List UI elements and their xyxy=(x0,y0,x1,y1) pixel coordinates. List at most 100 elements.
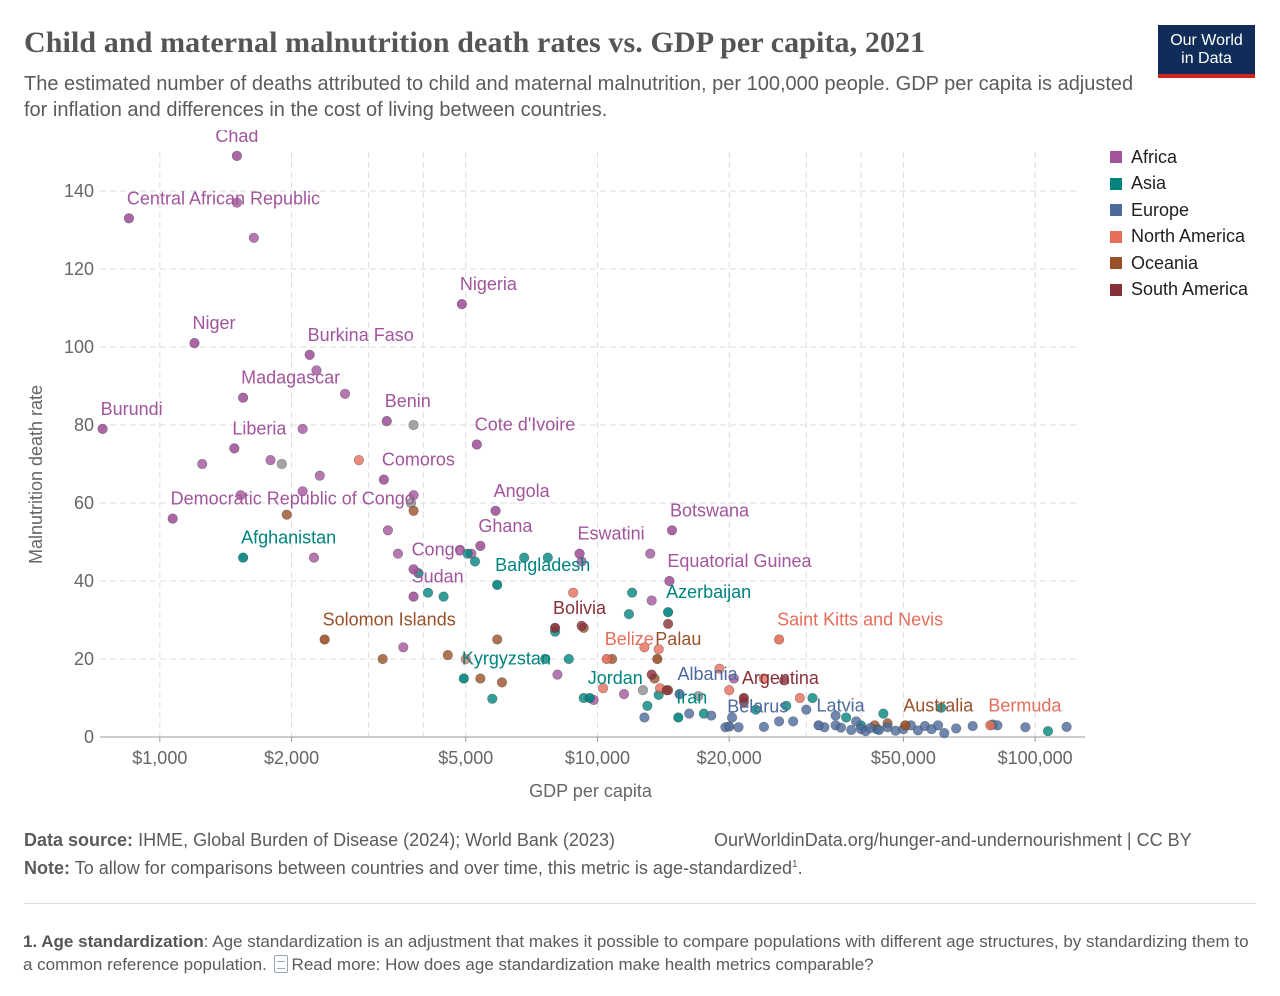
legend-swatch-north-america xyxy=(1110,230,1122,243)
labeled-point xyxy=(408,591,419,602)
chart-title: Child and maternal malnutrition death ra… xyxy=(24,26,926,59)
legend-swatch-europe xyxy=(1110,204,1122,217)
data-point-africa xyxy=(645,548,656,559)
legend-item-europe[interactable]: Europe xyxy=(1110,197,1248,224)
data-point-north-america xyxy=(794,692,805,704)
labeled-point xyxy=(724,721,735,732)
point-label: Solomon Islands xyxy=(323,610,456,630)
data-point-africa xyxy=(454,544,466,555)
read-more-link[interactable]: Read more: How does age standardization … xyxy=(291,955,874,974)
legend-item-north-america[interactable]: North America xyxy=(1110,224,1248,251)
data-point-africa xyxy=(392,548,404,559)
labeled-point xyxy=(773,634,785,645)
legend-swatch-asia xyxy=(1110,177,1122,190)
labeled-point xyxy=(319,634,330,645)
legend-item-oceania[interactable]: Oceania xyxy=(1110,250,1248,277)
data-point-other xyxy=(408,419,419,431)
y-tick-label: 80 xyxy=(74,415,94,435)
data-point-south-america xyxy=(779,675,790,686)
data-point-asia xyxy=(750,704,761,715)
point-label: Madagascar xyxy=(241,368,340,388)
legend-swatch-south-america xyxy=(1110,283,1122,296)
data-point-asia xyxy=(841,712,852,723)
y-tick-label: 0 xyxy=(84,727,94,747)
labeled-point xyxy=(490,505,501,516)
data-point-europe xyxy=(951,723,962,734)
labeled-point xyxy=(664,575,675,587)
data-point-africa xyxy=(308,552,320,563)
note-label: Note: xyxy=(24,858,70,878)
data-point-europe xyxy=(1020,722,1031,733)
data-point-oceania xyxy=(408,505,419,516)
point-label: Democratic Republic of Congo xyxy=(171,489,415,509)
owid-logo[interactable]: Our World in Data xyxy=(1158,25,1255,78)
data-point-africa xyxy=(646,595,657,606)
point-label: Equatorial Guinea xyxy=(667,551,812,571)
x-tick-label: $1,000 xyxy=(132,748,187,768)
data-point-asia xyxy=(807,692,818,704)
labeled-point xyxy=(167,513,178,524)
data-point-europe xyxy=(733,722,744,733)
point-label: Jordan xyxy=(588,668,643,688)
point-label: Australia xyxy=(903,695,974,715)
legend-item-asia[interactable]: Asia xyxy=(1110,171,1248,198)
footnote: 1. Age standardization: Age standardizat… xyxy=(23,930,1253,976)
legend-item-africa[interactable]: Africa xyxy=(1110,144,1248,171)
data-point-africa xyxy=(618,688,630,700)
data-point-africa xyxy=(297,423,308,435)
data-point-north-america xyxy=(758,673,769,684)
legend-label: South America xyxy=(1131,279,1249,300)
y-axis-title: Malnutrition death rate xyxy=(26,385,46,564)
data-point-europe xyxy=(882,722,893,733)
y-tick-label: 140 xyxy=(64,181,94,201)
data-point-europe xyxy=(773,716,785,727)
data-point-asia xyxy=(642,700,653,711)
source-link[interactable]: OurWorldinData.org/hunger-and-undernouri… xyxy=(714,830,1192,850)
labeled-point xyxy=(584,692,595,704)
data-point-oceania xyxy=(496,677,508,688)
data-point-other xyxy=(276,458,287,470)
labeled-point xyxy=(229,443,240,454)
data-point-north-america xyxy=(460,653,471,665)
point-label: Congo xyxy=(412,539,465,559)
labeled-point xyxy=(304,349,315,360)
data-point-africa xyxy=(728,673,740,684)
point-label: Iran xyxy=(676,688,707,708)
data-point-europe xyxy=(684,708,695,719)
labeled-point xyxy=(738,692,749,704)
data-point-europe xyxy=(639,712,650,723)
data-point-africa xyxy=(311,365,322,376)
data-point-asia xyxy=(627,587,638,598)
data-point-asia xyxy=(623,609,635,620)
data-point-south-america xyxy=(662,618,674,630)
point-label: Argentina xyxy=(742,668,820,688)
data-point-north-america xyxy=(597,683,609,694)
labeled-point xyxy=(673,712,684,723)
point-label: Azerbaijan xyxy=(666,582,751,602)
x-tick-label: $5,000 xyxy=(438,748,493,768)
legend-swatch-africa xyxy=(1110,151,1122,164)
legend-item-south-america[interactable]: South America xyxy=(1110,277,1248,304)
data-point-asia xyxy=(878,708,889,719)
data-point-africa xyxy=(382,525,393,536)
data-point-africa xyxy=(552,669,563,680)
data-point-africa xyxy=(248,232,259,243)
data-point-africa xyxy=(265,455,276,466)
data-point-oceania xyxy=(442,649,453,661)
x-tick-label: $100,000 xyxy=(998,748,1073,768)
point-label: Botswana xyxy=(670,500,750,520)
labeled-point xyxy=(492,579,503,591)
point-label: Cote d'Ivoire xyxy=(475,415,576,435)
note-sup[interactable]: 1 xyxy=(792,859,798,870)
labeled-point xyxy=(666,525,678,536)
point-label: Palau xyxy=(655,629,701,649)
labeled-point xyxy=(97,423,108,435)
x-tick-label: $2,000 xyxy=(264,748,319,768)
data-point-europe xyxy=(801,704,812,715)
data-source: Data source: IHME, Global Burden of Dise… xyxy=(24,830,615,851)
point-label: Nigeria xyxy=(460,274,518,294)
document-icon xyxy=(273,955,288,973)
labeled-point xyxy=(123,213,135,224)
data-point-africa xyxy=(197,458,208,470)
point-label: Comoros xyxy=(382,450,455,470)
